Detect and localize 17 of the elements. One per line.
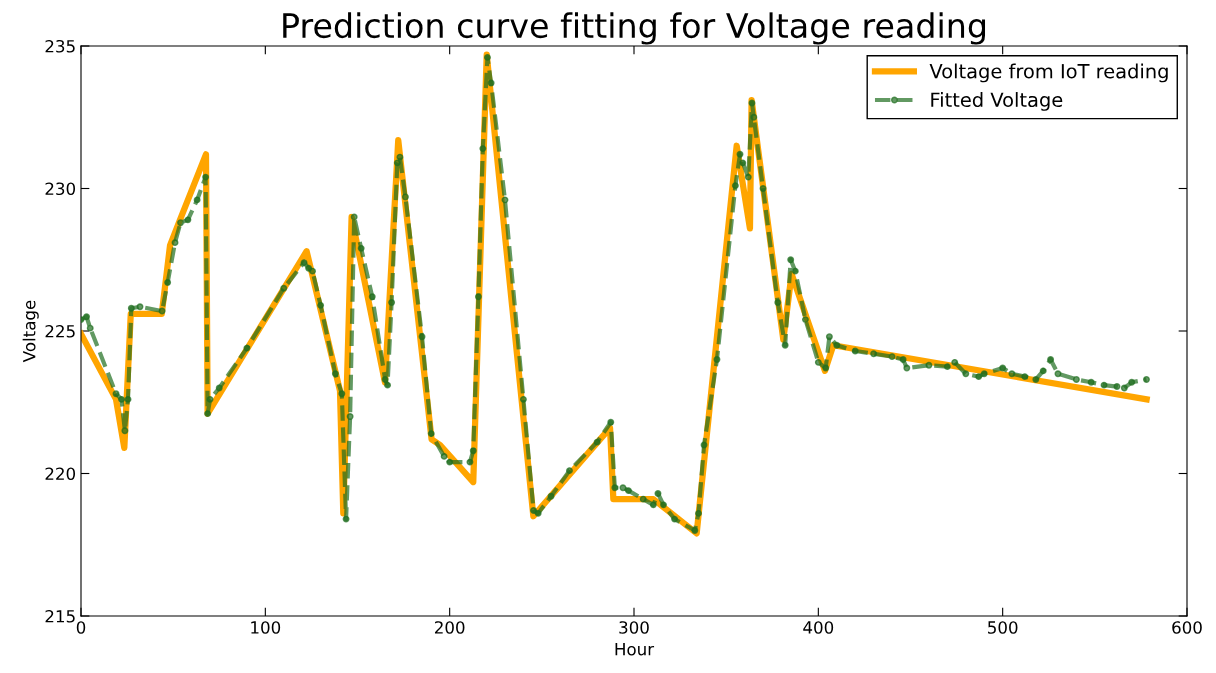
- x-tick-label: 600: [1172, 621, 1202, 634]
- x-tick-label: 0: [76, 621, 86, 634]
- legend-label: Fitted Voltage: [931, 92, 1063, 111]
- x-tick-label: 400: [803, 621, 834, 634]
- y-tick-label: 235: [45, 39, 75, 53]
- legend-label: Voltage from IoT reading: [929, 63, 1168, 83]
- x-tick-label: 100: [251, 621, 281, 634]
- y-tick-label: 215: [45, 609, 75, 623]
- x-axis-title: Hour: [615, 643, 655, 656]
- chart-title: Prediction curve fitting for Voltage reading: [283, 12, 986, 45]
- x-tick-label: 200: [434, 621, 465, 634]
- y-tick-label: 230: [45, 182, 76, 196]
- y-tick-label: 225: [45, 324, 75, 338]
- y-tick-label: 220: [45, 467, 76, 481]
- y-axis-title: Voltage: [22, 300, 39, 363]
- x-tick-label: 300: [619, 621, 649, 634]
- x-tick-label: 500: [988, 621, 1018, 634]
